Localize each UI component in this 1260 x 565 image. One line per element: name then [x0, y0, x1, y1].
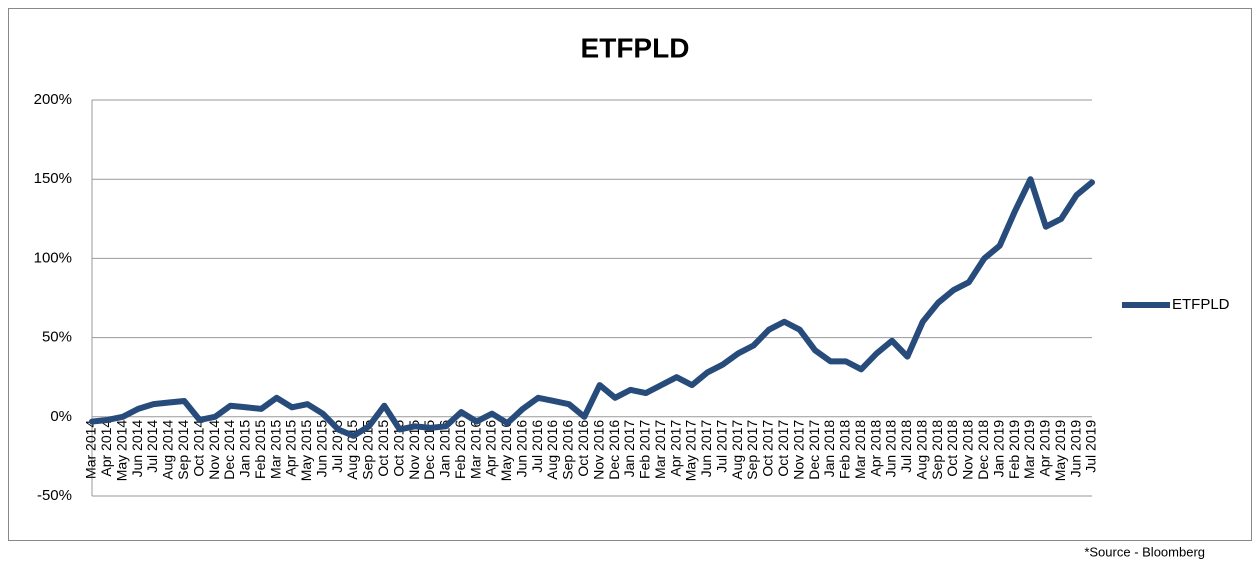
x-tick-label: Dec 2016 — [606, 420, 622, 480]
x-tick-label: Mar 2014 — [83, 420, 99, 479]
x-tick-label: Oct 2014 — [190, 420, 206, 477]
x-tick-label: Oct 2017 — [775, 420, 791, 477]
chart-border — [8, 8, 1252, 541]
x-tick-label: Dec 2015 — [421, 420, 437, 480]
x-tick-label: Aug 2015 — [344, 420, 360, 480]
legend-label: ETFPLD — [1172, 296, 1230, 313]
x-tick-label: Jan 2016 — [437, 420, 453, 478]
x-tick-label: Jun 2017 — [698, 420, 714, 478]
x-tick-label: Apr 2016 — [483, 420, 499, 477]
x-tick-label: Apr 2017 — [667, 420, 683, 477]
x-tick-label: Sep 2014 — [175, 420, 191, 480]
x-tick-label: May 2017 — [683, 420, 699, 482]
x-tick-label: Apr 2015 — [283, 420, 299, 477]
x-tick-label: Nov 2017 — [790, 420, 806, 480]
x-tick-label: Oct 2017 — [760, 420, 776, 477]
y-tick-label: 150% — [34, 170, 72, 187]
x-tick-label: Sep 2017 — [744, 420, 760, 480]
x-tick-label: Nov 2018 — [960, 420, 976, 480]
x-tick-label: Jun 2015 — [313, 420, 329, 478]
x-tick-label: Mar 2017 — [652, 420, 668, 479]
x-tick-label: Jul 2017 — [713, 420, 729, 473]
x-tick-label: Aug 2017 — [729, 420, 745, 480]
x-tick-label: Mar 2019 — [1021, 420, 1037, 479]
x-tick-label: Nov 2014 — [206, 420, 222, 480]
x-tick-label: Dec 2014 — [221, 420, 237, 480]
x-tick-label: May 2014 — [113, 420, 129, 482]
x-tick-label: Nov 2015 — [406, 420, 422, 480]
x-tick-label: Mar 2015 — [267, 420, 283, 479]
x-tick-label: May 2015 — [298, 420, 314, 482]
x-tick-label: Sep 2015 — [360, 420, 376, 480]
x-tick-label: Jun 2018 — [883, 420, 899, 478]
x-tick-label: Oct 2018 — [944, 420, 960, 477]
y-tick-label: 200% — [34, 91, 72, 108]
x-tick-label: May 2016 — [498, 420, 514, 482]
x-tick-label: Feb 2018 — [837, 420, 853, 479]
x-tick-label: Mar 2016 — [467, 420, 483, 479]
x-tick-label: Aug 2014 — [160, 420, 176, 480]
x-tick-label: Jun 2016 — [513, 420, 529, 478]
x-tick-label: Apr 2018 — [867, 420, 883, 477]
x-tick-label: Jan 2017 — [621, 420, 637, 478]
x-tick-label: Jul 2014 — [144, 420, 160, 473]
x-tick-label: Jan 2018 — [821, 420, 837, 478]
x-tick-label: Apr 2014 — [98, 420, 114, 477]
y-tick-label: 0% — [50, 408, 72, 425]
x-tick-label: Feb 2015 — [252, 420, 268, 479]
x-tick-label: Sep 2016 — [560, 420, 576, 480]
y-tick-label: -50% — [37, 487, 72, 504]
line-series — [89, 176, 1095, 439]
x-tick-label: Jul 2018 — [898, 420, 914, 473]
x-tick-label: Dec 2017 — [806, 420, 822, 480]
source-note: *Source - Bloomberg — [1084, 544, 1205, 559]
x-tick-label: Apr 2019 — [1037, 420, 1053, 477]
x-tick-label: Oct 2015 — [375, 420, 391, 477]
x-tick-label: Feb 2017 — [637, 420, 653, 479]
y-tick-label: 100% — [34, 249, 72, 266]
y-tick-label: 50% — [42, 329, 72, 346]
x-tick-label: Aug 2016 — [544, 420, 560, 480]
x-tick-label: Jun 2019 — [1067, 420, 1083, 478]
x-tick-label: Feb 2016 — [452, 420, 468, 479]
x-tick-label: Dec 2018 — [975, 420, 991, 480]
x-tick-label: Jan 2015 — [237, 420, 253, 478]
x-tick-label: Jul 2016 — [529, 420, 545, 473]
x-tick-label: Sep 2018 — [929, 420, 945, 480]
x-tick-label: May 2019 — [1052, 420, 1068, 482]
x-tick-label: Jan 2019 — [990, 420, 1006, 478]
x-tick-label: Jun 2014 — [129, 420, 145, 478]
x-tick-label: Feb 2019 — [1006, 420, 1022, 479]
x-tick-label: Aug 2018 — [913, 420, 929, 480]
x-tick-label: Mar 2018 — [852, 420, 868, 479]
x-tick-label: Jul 2019 — [1083, 420, 1099, 473]
x-tick-label: Oct 2015 — [390, 420, 406, 477]
chart-title: ETFPLD — [581, 32, 690, 63]
x-tick-label: Oct 2016 — [575, 420, 591, 477]
x-tick-label: Nov 2016 — [590, 420, 606, 480]
